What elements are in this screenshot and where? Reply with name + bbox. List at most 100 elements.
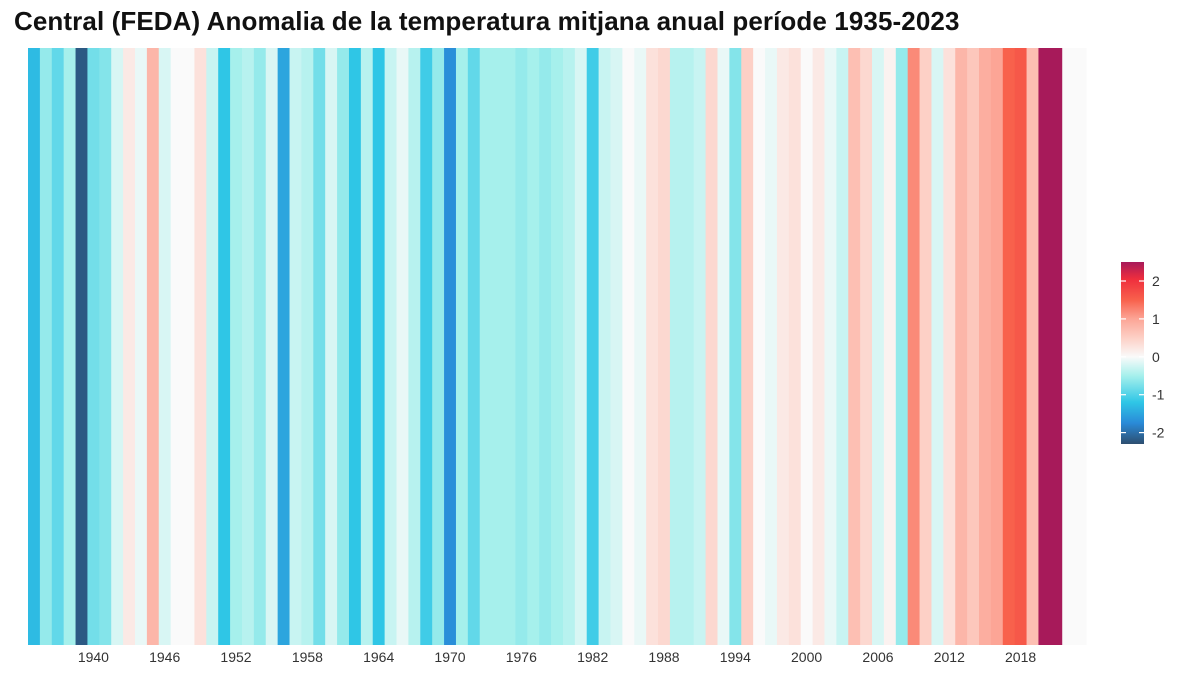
stripe-1994: [729, 48, 742, 645]
stripe-1995: [741, 48, 754, 645]
x-tick-label: 2018: [1005, 649, 1036, 665]
stripe-1957: [289, 48, 303, 645]
stripe-1939: [75, 48, 89, 645]
x-tick-label: 1964: [363, 649, 394, 665]
stripe-2022: [1062, 48, 1075, 645]
stripe-1947: [170, 48, 184, 645]
stripe-2004: [848, 48, 861, 645]
stripe-1944: [134, 48, 148, 645]
x-tick-label: 1994: [720, 649, 751, 665]
stripe-1983: [598, 48, 612, 645]
x-tick-label: 2012: [934, 649, 965, 665]
stripe-1974: [491, 48, 505, 645]
x-tick-label: 1946: [149, 649, 180, 665]
legend-tick-label: -1: [1152, 387, 1165, 403]
x-tick-label: 1940: [78, 649, 109, 665]
stripe-1981: [574, 48, 588, 645]
x-tick-label: 1988: [648, 649, 679, 665]
stripe-1941: [99, 48, 112, 645]
x-tick-label: 1952: [220, 649, 251, 665]
stripe-1987: [646, 48, 659, 645]
stripe-2005: [860, 48, 873, 645]
stripe-1991: [693, 48, 707, 645]
stripe-1973: [479, 48, 493, 645]
stripe-1951: [218, 48, 231, 645]
stripe-1975: [503, 48, 516, 645]
stripe-1942: [111, 48, 124, 645]
stripe-2008: [895, 48, 909, 645]
stripe-1952: [230, 48, 243, 645]
stripe-1997: [765, 48, 778, 645]
x-tick-label: 1958: [292, 649, 323, 665]
stripe-2003: [836, 48, 849, 645]
legend-colorbar: [1121, 262, 1144, 444]
stripe-1993: [717, 48, 730, 645]
stripe-1980: [562, 48, 576, 645]
stripe-2007: [883, 48, 897, 645]
stripe-2010: [919, 48, 933, 645]
x-tick-label: 1970: [434, 649, 465, 665]
stripe-1978: [539, 48, 552, 645]
stripe-1945: [146, 48, 160, 645]
stripe-1963: [360, 48, 374, 645]
stripe-1950: [206, 48, 219, 645]
stripe-1970: [444, 48, 457, 645]
stripe-1966: [396, 48, 410, 645]
stripe-2014: [967, 48, 980, 645]
stripe-1949: [194, 48, 207, 645]
stripe-2015: [979, 48, 992, 645]
stripe-1982: [586, 48, 600, 645]
stripe-1935: [28, 48, 41, 645]
stripe-1992: [705, 48, 719, 645]
stripe-2001: [812, 48, 826, 645]
stripe-1956: [277, 48, 291, 645]
stripe-2009: [907, 48, 921, 645]
x-tick-label: 2000: [791, 649, 822, 665]
stripe-1998: [776, 48, 790, 645]
stripe-1969: [432, 48, 445, 645]
stripe-1967: [408, 48, 421, 645]
stripe-1959: [313, 48, 326, 645]
stripe-1948: [182, 48, 196, 645]
stripe-1936: [39, 48, 53, 645]
stripe-1960: [325, 48, 338, 645]
stripe-1946: [158, 48, 172, 645]
stripe-1954: [253, 48, 267, 645]
stripe-1989: [669, 48, 683, 645]
stripe-1964: [372, 48, 386, 645]
legend-tick-label: -2: [1152, 425, 1165, 441]
x-tick-label: 1976: [506, 649, 537, 665]
stripe-2006: [872, 48, 885, 645]
stripe-2020: [1038, 48, 1051, 645]
stripe-1972: [467, 48, 481, 645]
x-tick-label: 2006: [862, 649, 893, 665]
stripe-2019: [1026, 48, 1040, 645]
stripe-1996: [753, 48, 766, 645]
stripe-1937: [51, 48, 65, 645]
stripe-2023: [1074, 48, 1087, 645]
stripe-2002: [824, 48, 837, 645]
stripe-1971: [455, 48, 469, 645]
stripe-1984: [610, 48, 623, 645]
stripe-1938: [63, 48, 77, 645]
stripe-1955: [265, 48, 279, 645]
stripe-2012: [943, 48, 956, 645]
stripe-1940: [87, 48, 100, 645]
stripe-2013: [955, 48, 968, 645]
stripe-1986: [634, 48, 647, 645]
stripe-1988: [658, 48, 671, 645]
stripe-1990: [681, 48, 695, 645]
stripe-1968: [420, 48, 433, 645]
stripe-1977: [527, 48, 540, 645]
stripe-1961: [337, 48, 350, 645]
x-tick-label: 1982: [577, 649, 608, 665]
legend-tick-label: 1: [1152, 311, 1160, 327]
stripe-1985: [622, 48, 635, 645]
stripe-2017: [1002, 48, 1016, 645]
stripe-2018: [1014, 48, 1028, 645]
stripe-2000: [800, 48, 814, 645]
stripe-1958: [301, 48, 314, 645]
stripe-1999: [788, 48, 802, 645]
stripe-1953: [241, 48, 255, 645]
